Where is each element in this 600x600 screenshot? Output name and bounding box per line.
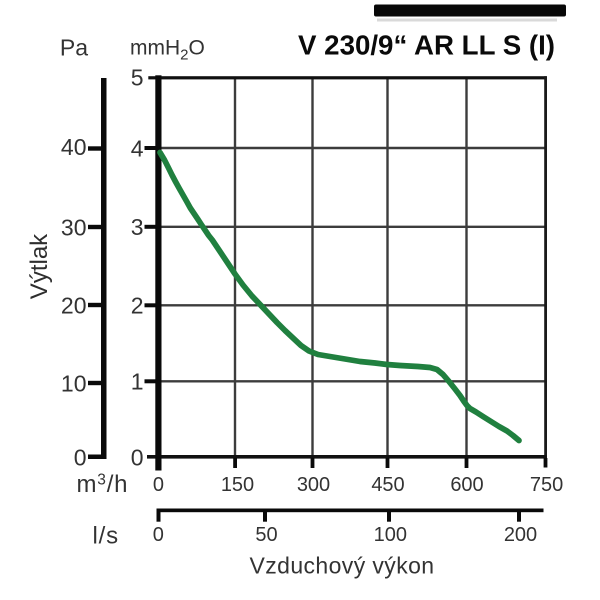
svg-text:40: 40 — [61, 134, 87, 160]
svg-text:2: 2 — [131, 293, 144, 319]
svg-text:m3/h: m3/h — [77, 471, 129, 498]
svg-text:1: 1 — [131, 369, 144, 395]
svg-text:150: 150 — [221, 474, 254, 496]
svg-text:Vzduchový výkon: Vzduchový výkon — [250, 553, 435, 579]
svg-text:V 230/9“ AR LL S (I): V 230/9“ AR LL S (I) — [298, 30, 555, 61]
svg-text:450: 450 — [371, 474, 404, 496]
svg-text:10: 10 — [61, 370, 87, 396]
svg-text:Výtlak: Výtlak — [26, 233, 53, 299]
svg-text:0: 0 — [153, 474, 164, 496]
svg-text:3: 3 — [131, 214, 144, 240]
svg-text:0: 0 — [131, 444, 144, 470]
svg-text:0: 0 — [74, 444, 87, 470]
svg-text:Pa: Pa — [60, 35, 88, 61]
svg-text:600: 600 — [450, 474, 483, 496]
svg-text:50: 50 — [255, 524, 277, 546]
svg-text:750: 750 — [530, 474, 563, 496]
svg-text:mmH2O: mmH2O — [130, 37, 205, 64]
svg-text:20: 20 — [61, 292, 87, 318]
svg-text:300: 300 — [297, 474, 330, 496]
svg-text:200: 200 — [504, 524, 537, 546]
svg-text:4: 4 — [131, 135, 144, 161]
svg-text:l/s: l/s — [93, 523, 119, 550]
svg-text:100: 100 — [374, 524, 407, 546]
svg-text:5: 5 — [131, 65, 144, 91]
svg-text:30: 30 — [61, 214, 87, 240]
svg-text:0: 0 — [153, 524, 164, 546]
